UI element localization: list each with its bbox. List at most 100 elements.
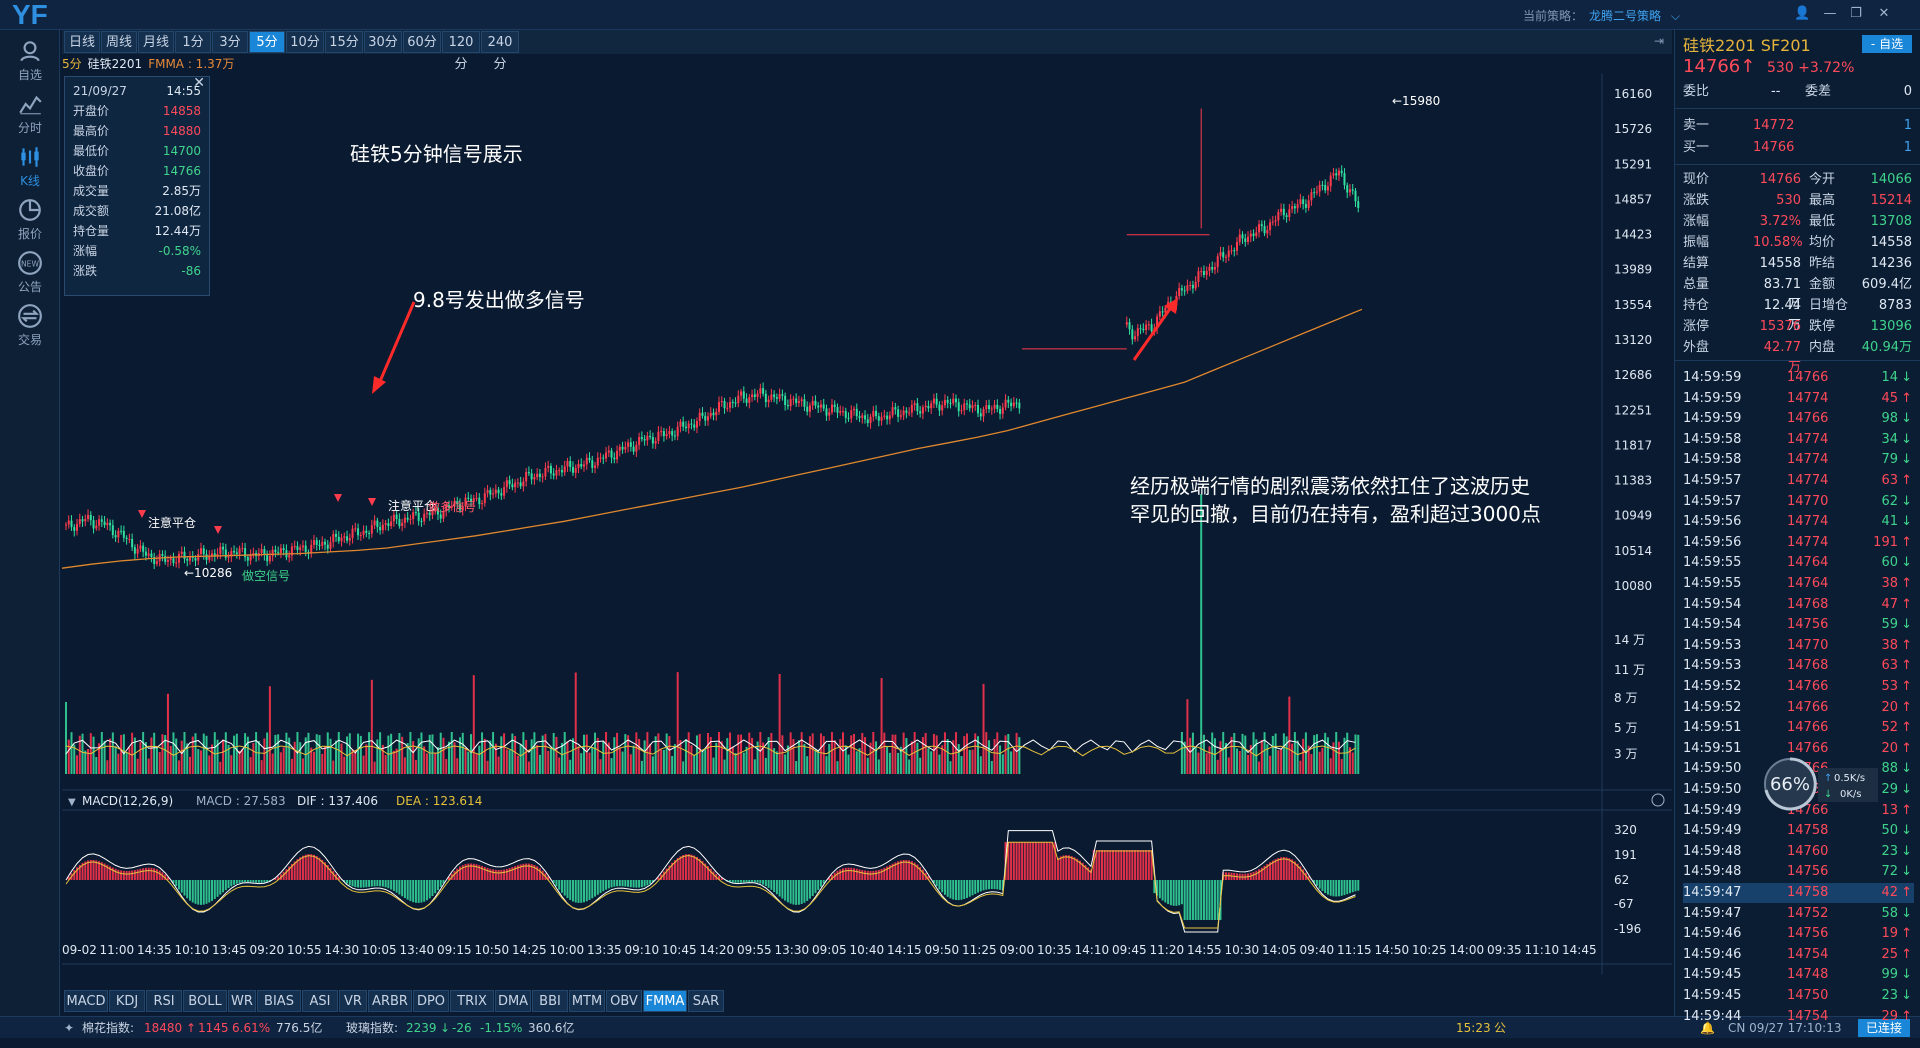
tick-row[interactable]: 14:59:48 14760 23 ↓	[1683, 842, 1914, 862]
timeframe-tab[interactable]: 5分	[249, 31, 285, 53]
candle-body	[938, 404, 941, 411]
stat-value: 530	[1776, 193, 1801, 208]
candle-body	[100, 519, 103, 522]
tick-row[interactable]: 14:59:45 14748 99 ↓	[1683, 965, 1914, 985]
chart-area[interactable]: 16160 15726 15291 14857 14423 13989 13554 13120…	[61, 74, 1672, 974]
sidebar-item-4[interactable]: NEW 公告	[0, 244, 60, 304]
macd-bar	[566, 880, 569, 899]
timeframe-tab[interactable]: 1分	[175, 31, 211, 53]
indicator-tab[interactable]: WR	[228, 990, 256, 1012]
tick-row[interactable]: 14:59:45 14750 23 ↓	[1683, 986, 1914, 1006]
volume-bar	[312, 751, 315, 774]
stat-label: 结算	[1683, 256, 1710, 271]
indicator-tab[interactable]: ASI	[302, 990, 338, 1012]
indicator-tab[interactable]: BBI	[532, 990, 568, 1012]
timeframe-tab[interactable]: 60分	[403, 31, 441, 53]
tick-row[interactable]: 14:59:59 14766 98 ↓	[1683, 409, 1914, 429]
tick-row[interactable]: 14:59:44 14754 29 ↑	[1683, 1007, 1914, 1027]
tick-row[interactable]: 14:59:52 14766 53 ↑	[1683, 677, 1914, 697]
indicator-tab[interactable]: OBV	[606, 990, 642, 1012]
macd-bar	[1213, 880, 1216, 920]
tick-row[interactable]: 14:59:52 14766 20 ↑	[1683, 698, 1914, 718]
indicator-tab[interactable]: DMA	[495, 990, 531, 1012]
remove-watchlist-button[interactable]: - 自选	[1862, 35, 1912, 53]
tick-row[interactable]: 14:59:47 14758 42 ↑	[1683, 883, 1914, 903]
timeframe-tab[interactable]: 3分	[212, 31, 248, 53]
collapse-icon[interactable]: ⇥	[1653, 34, 1664, 48]
tick-row[interactable]: 14:59:47 14752 58 ↓	[1683, 904, 1914, 924]
timeframe-tab[interactable]: 120分	[442, 31, 480, 72]
indicator-tab[interactable]: ARBR	[368, 990, 412, 1012]
candle-body	[773, 394, 776, 398]
tick-row[interactable]: 14:59:51 14766 20 ↑	[1683, 739, 1914, 759]
tick-row[interactable]: 14:59:59 14774 45 ↑	[1683, 389, 1914, 409]
tick-row[interactable]: 14:59:51 14766 52 ↑	[1683, 718, 1914, 738]
tick-row[interactable]: 14:59:54 14768 47 ↑	[1683, 595, 1914, 615]
pin-icon[interactable]: ✦	[64, 1021, 75, 1035]
tick-row[interactable]: 14:59:57 14770 62 ↓	[1683, 492, 1914, 512]
indicator-tab[interactable]: SAR	[688, 990, 724, 1012]
tick-row[interactable]: 14:59:49 14758 50 ↓	[1683, 821, 1914, 841]
timeframe-tab[interactable]: 月线	[138, 31, 174, 53]
close-icon[interactable]: ✕	[1878, 6, 1890, 21]
indicator-tab[interactable]: KDJ	[109, 990, 145, 1012]
sidebar-item-0[interactable]: 自选	[0, 32, 60, 92]
tick-row[interactable]: 14:59:59 14766 14 ↓	[1683, 368, 1914, 388]
timeframe-tab[interactable]: 日线	[64, 31, 100, 53]
tick-row[interactable]: 14:59:53 14770 38 ↑	[1683, 636, 1914, 656]
indicator-tab[interactable]: MTM	[569, 990, 605, 1012]
candle-body	[1326, 186, 1329, 191]
strategy-selector[interactable]: 当前策略： 龙腾二号策略 ⌵	[1523, 7, 1680, 24]
macd-bar	[1125, 850, 1128, 880]
candle-body	[1233, 250, 1236, 252]
volume-bar	[549, 748, 552, 774]
info-row: 涨幅 -0.58%	[73, 241, 201, 261]
sidebar-item-3[interactable]: 报价	[0, 191, 60, 251]
indicator-tab[interactable]: VR	[339, 990, 367, 1012]
tick-row[interactable]: 14:59:54 14756 59 ↓	[1683, 615, 1914, 635]
close-icon[interactable]: ✕	[193, 75, 205, 91]
tick-row[interactable]: 14:59:55 14764 60 ↓	[1683, 553, 1914, 573]
tick-time: 14:59:51	[1683, 720, 1742, 736]
candle-body	[431, 510, 434, 516]
macd-bar	[1136, 850, 1139, 880]
volume-bar	[544, 733, 547, 774]
macd-bar	[164, 874, 167, 880]
svg-text:↑: ↑	[1824, 773, 1832, 784]
indicator-tab[interactable]: DPO	[413, 990, 449, 1012]
indicator-tab[interactable]: RSI	[146, 990, 182, 1012]
timeframe-tab[interactable]: 10分	[286, 31, 324, 53]
sidebar-item-1[interactable]: 分时	[0, 85, 60, 145]
tick-row[interactable]: 14:59:57 14774 63 ↑	[1683, 471, 1914, 491]
candle-body	[403, 517, 406, 523]
timeframe-tab[interactable]: 周线	[101, 31, 137, 53]
bell-icon[interactable]: 🔔	[1700, 1021, 1715, 1035]
tick-row[interactable]: 14:59:56 14774 191 ↑	[1683, 533, 1914, 553]
indicator-tab[interactable]: FMMA	[643, 990, 687, 1012]
indicator-tab[interactable]: BIAS	[257, 990, 301, 1012]
timeframe-tab[interactable]: 240分	[481, 31, 519, 72]
indicator-tab[interactable]: MACD	[64, 990, 108, 1012]
volume-bar	[483, 738, 486, 774]
tick-row[interactable]: 14:59:48 14756 72 ↓	[1683, 862, 1914, 882]
tick-row[interactable]: 14:59:58 14774 79 ↓	[1683, 450, 1914, 470]
timeframe-tab[interactable]: 30分	[364, 31, 402, 53]
user-icon[interactable]: 👤	[1794, 6, 1811, 21]
sidebar-item-5[interactable]: 交易	[0, 297, 60, 357]
indicator-tab[interactable]: BOLL	[183, 990, 227, 1012]
timeframe-tab[interactable]: 15分	[325, 31, 363, 53]
indicator-tab[interactable]: TRIX	[450, 990, 494, 1012]
chevron-down-icon[interactable]: ⌵	[1670, 9, 1680, 23]
tick-row[interactable]: 14:59:46 14754 25 ↑	[1683, 945, 1914, 965]
tick-row[interactable]: 14:59:56 14774 41 ↓	[1683, 512, 1914, 532]
strategy-value[interactable]: 龙腾二号策略	[1589, 9, 1662, 23]
sidebar-item-2[interactable]: K线	[0, 138, 60, 198]
tick-row[interactable]: 14:59:53 14768 63 ↑	[1683, 656, 1914, 676]
restore-icon[interactable]: ❐	[1850, 6, 1862, 21]
minimize-icon[interactable]: —	[1823, 6, 1837, 21]
tick-row[interactable]: 14:59:46 14756 19 ↑	[1683, 924, 1914, 944]
tick-row[interactable]: 14:59:58 14774 34 ↓	[1683, 430, 1914, 450]
close-icon[interactable]	[1651, 793, 1665, 807]
kline-chart[interactable]: 1616015726152911485714423139891355413120…	[61, 74, 1672, 974]
tick-row[interactable]: 14:59:55 14764 38 ↑	[1683, 574, 1914, 594]
